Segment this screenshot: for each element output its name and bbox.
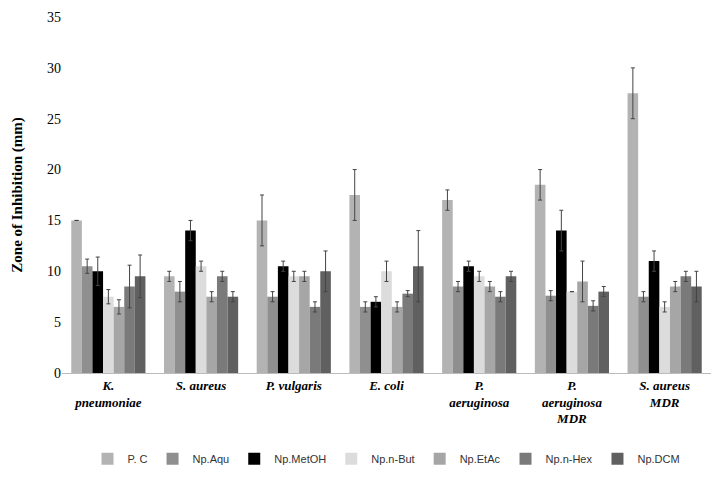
svg-text:S. aureusMDR: S. aureusMDR <box>639 378 690 410</box>
svg-text:Np.MetOH: Np.MetOH <box>274 453 326 465</box>
svg-text:5: 5 <box>54 315 61 330</box>
svg-text:10: 10 <box>47 264 61 279</box>
svg-text:Np.n-Hex: Np.n-Hex <box>546 453 593 465</box>
svg-text:30: 30 <box>47 61 61 76</box>
svg-text:Np.EtAc: Np.EtAc <box>460 453 501 465</box>
svg-text:35: 35 <box>47 10 61 25</box>
svg-text:S. aureus: S. aureus <box>176 378 227 393</box>
svg-text:Zone of Inhibition (mm): Zone of Inhibition (mm) <box>9 117 26 272</box>
svg-text:Np.n-But: Np.n-But <box>371 453 414 465</box>
svg-text:E. coli: E. coli <box>368 378 404 393</box>
svg-text:20: 20 <box>47 162 61 177</box>
svg-text:K.pneumoniae: K.pneumoniae <box>74 378 142 410</box>
svg-text:15: 15 <box>47 213 61 228</box>
svg-text:P. vulgaris: P. vulgaris <box>266 378 322 393</box>
svg-text:Np.Aqu: Np.Aqu <box>193 453 230 465</box>
svg-text:Np.DCM: Np.DCM <box>637 453 679 465</box>
svg-text:P.aeruginosa: P.aeruginosa <box>449 378 509 410</box>
svg-text:P.aeruginosaMDR: P.aeruginosaMDR <box>542 378 602 427</box>
svg-text:0: 0 <box>54 366 61 381</box>
svg-text:25: 25 <box>47 112 61 127</box>
svg-text:P. C: P. C <box>128 453 148 465</box>
